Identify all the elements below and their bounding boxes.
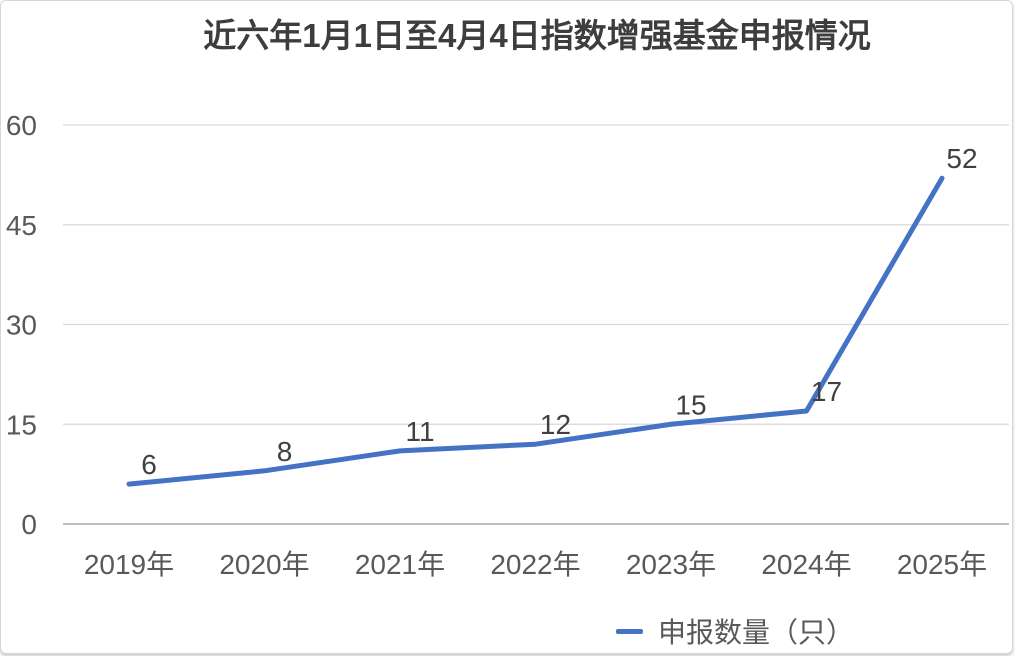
x-axis-tick-label: 2021年 [355,549,445,580]
x-axis-tick-label: 2023年 [626,549,716,580]
y-axis-tick-label: 0 [21,509,37,540]
data-label: 52 [946,143,977,174]
x-axis-tick-label: 2022年 [490,549,580,580]
legend-series-label: 申报数量（只） [658,617,855,648]
series-line [126,175,945,487]
data-label: 17 [811,376,842,407]
y-axis-tick-label: 15 [6,409,37,440]
legend: 申报数量（只） [616,614,854,648]
legend-line-swatch [616,628,643,634]
x-axis-tick-label: 2025年 [897,549,987,580]
data-label: 8 [277,436,293,467]
data-label: 6 [141,449,157,480]
y-axis-tick-label: 45 [6,210,37,241]
y-axis-tick-label: 30 [6,310,37,341]
data-label: 12 [540,409,571,440]
chart-title: 近六年1月1日至4月4日指数增强基金申报情况 [203,17,871,54]
data-label: 15 [675,389,706,420]
x-axis-tick-label: 2019年 [84,549,174,580]
y-axis-tick-label: 60 [6,110,37,141]
x-axis-tick-label: 2020年 [219,549,309,580]
x-axis-tick-label: 2024年 [761,549,851,580]
data-label: 11 [405,416,434,447]
